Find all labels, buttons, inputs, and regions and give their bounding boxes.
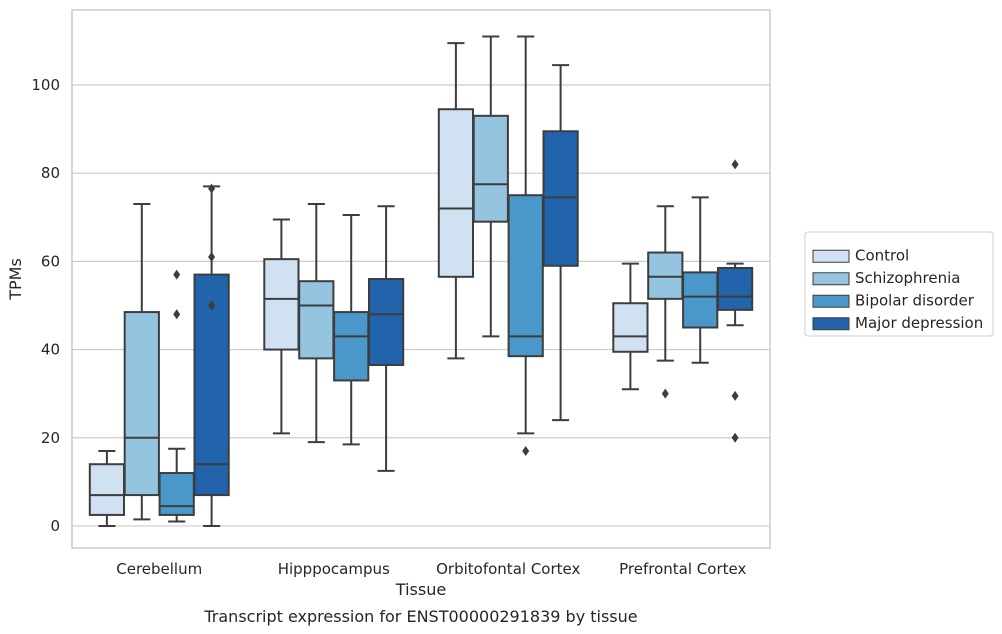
y-tick-label: 0 (50, 517, 60, 535)
legend-item: Bipolar disorder (812, 291, 975, 309)
plot-frame (71, 9, 771, 549)
x-tick-label: Hipppocampus (278, 560, 390, 578)
box-schizophrenia (472, 35, 509, 338)
box-body (333, 311, 370, 382)
box-major-depression (716, 159, 754, 443)
box-body (158, 472, 195, 516)
box-body (612, 302, 649, 353)
legend-swatch (812, 272, 850, 286)
box-body (367, 278, 405, 366)
outlier-point (208, 183, 216, 194)
legend-label: Schizophrenia (855, 269, 960, 287)
box-body (716, 266, 754, 311)
x-axis-title: Tissue (395, 580, 446, 599)
x-tick-label: Cerebellum (116, 560, 202, 578)
outlier-point (731, 159, 739, 170)
box-body (647, 251, 684, 300)
outlier-point (731, 432, 739, 443)
y-tick-label: 60 (41, 252, 60, 270)
legend-label: Control (855, 246, 909, 264)
box-schizophrenia (123, 203, 160, 521)
outlier-point (522, 445, 530, 456)
x-tick-label: Prefrontal Cortex (619, 560, 746, 578)
outlier-point (208, 251, 216, 262)
legend-item: Schizophrenia (812, 269, 960, 287)
x-tick-labels: Cerebellum Hipppocampus Orbitofontal Corte… (116, 560, 746, 578)
legend-label: Bipolar disorder (855, 291, 975, 309)
legend: Control Schizophrenia Bipolar disorder Majo… (804, 231, 994, 337)
legend-item: Major depression (812, 314, 983, 332)
y-axis-title: TPMs (6, 258, 25, 301)
box-bipolar-disorder (333, 214, 370, 446)
box-body (193, 273, 230, 497)
legend-swatch (812, 317, 850, 331)
box-layer (88, 35, 754, 527)
box-major-depression (367, 205, 405, 472)
chart-caption: Transcript expression for ENST0000029183… (203, 607, 637, 626)
box-body (542, 130, 579, 267)
outlier-point (208, 300, 216, 311)
grid-layer (72, 84, 770, 527)
box-bipolar-disorder (682, 196, 719, 364)
box-schizophrenia (298, 203, 335, 444)
outlier-point (173, 269, 181, 280)
box-schizophrenia (647, 205, 684, 399)
box-bipolar-disorder (507, 35, 544, 456)
legend-swatch (812, 294, 850, 308)
legend-frame (804, 231, 994, 337)
legend-label: Major depression (855, 314, 983, 332)
outlier-point (173, 309, 181, 320)
box-body (507, 194, 544, 358)
outlier-point (661, 388, 669, 399)
box-major-depression (542, 64, 579, 422)
box-control (612, 262, 649, 391)
y-tick-label: 20 (41, 429, 60, 447)
y-tick-label: 80 (41, 164, 60, 182)
y-tick-label: 40 (41, 341, 60, 359)
box-body (682, 271, 719, 329)
y-tick-labels: 0 20 40 60 80 100 (31, 76, 60, 535)
box-body (298, 280, 335, 360)
box-body (437, 108, 475, 278)
legend-item: Control (812, 246, 909, 264)
box-body (123, 311, 160, 497)
box-control (88, 449, 126, 527)
box-body (263, 258, 300, 351)
box-control (263, 218, 300, 435)
x-tick-label: Orbitofontal Cortex (436, 560, 580, 578)
box-body (472, 114, 509, 223)
box-body (88, 463, 126, 516)
legend-swatch (812, 249, 850, 263)
box-control (437, 42, 475, 360)
box-major-depression (193, 183, 230, 527)
outlier-point (731, 390, 739, 401)
y-tick-label: 100 (31, 76, 60, 94)
box-bipolar-disorder (158, 269, 195, 523)
